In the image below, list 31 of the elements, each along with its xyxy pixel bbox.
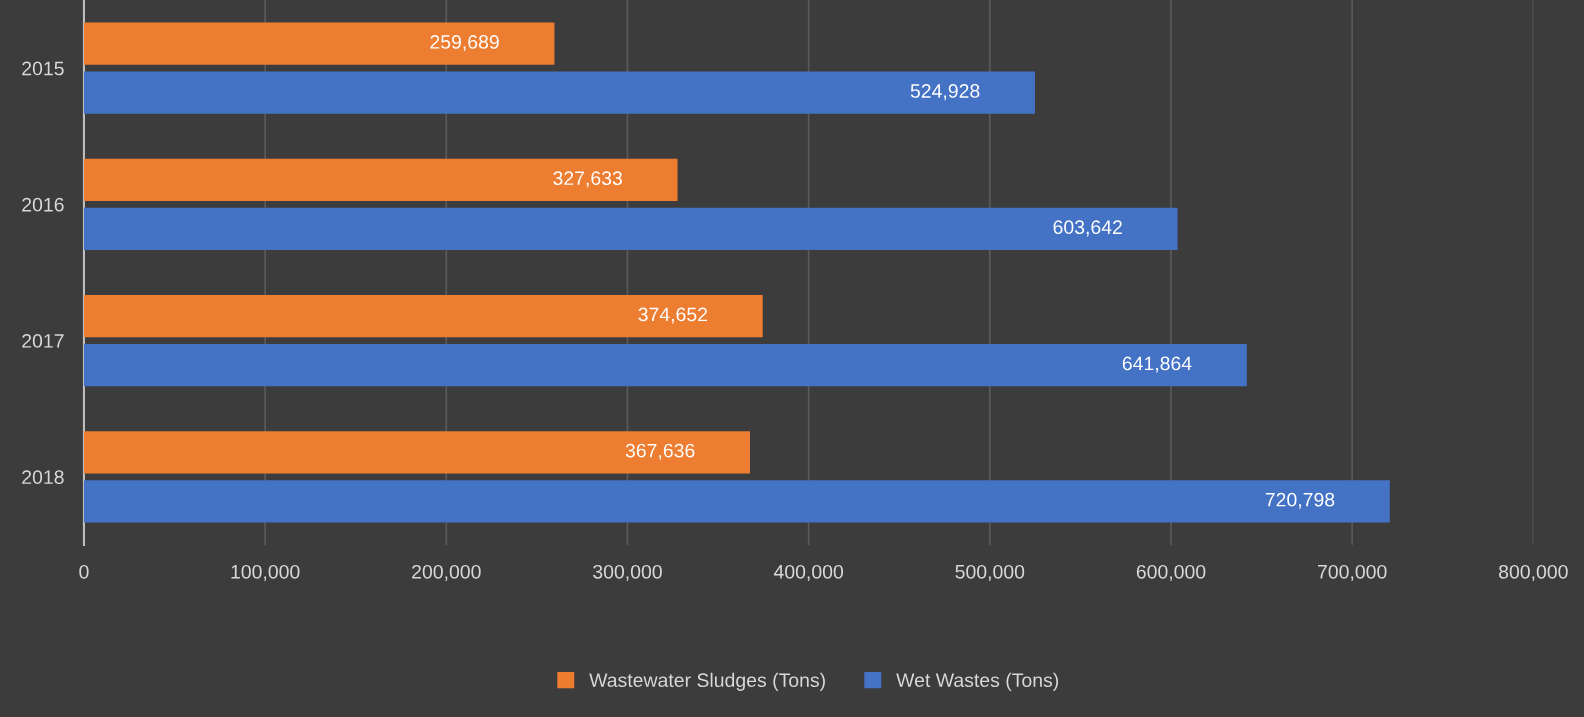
y-tick-label: 2016 xyxy=(22,197,64,212)
data-label: 327,633 xyxy=(553,171,622,188)
bar xyxy=(83,71,1035,114)
data-label: 720,798 xyxy=(1265,492,1335,509)
bar xyxy=(83,480,1390,523)
x-tick-label: 200,000 xyxy=(412,564,481,581)
y-tick-label: 2018 xyxy=(22,470,64,485)
x-tick-label: 500,000 xyxy=(955,564,1025,581)
data-label: 524,928 xyxy=(910,84,980,101)
bar xyxy=(83,158,678,201)
bar xyxy=(83,294,763,338)
legend-label: Wet Wastes (Tons) xyxy=(896,672,1059,691)
data-label: 259,689 xyxy=(430,35,499,52)
bar xyxy=(83,431,750,474)
legend-label: Wastewater Sludges (Tons) xyxy=(589,672,825,691)
x-tick-label: 700,000 xyxy=(1318,564,1387,581)
bar xyxy=(83,22,555,65)
bar xyxy=(83,207,1178,250)
bar xyxy=(83,343,1247,387)
data-label: 603,642 xyxy=(1053,220,1122,237)
x-tick-label: 800,000 xyxy=(1499,564,1568,581)
data-label: 374,652 xyxy=(638,307,708,324)
data-label: 641,864 xyxy=(1122,356,1192,373)
x-tick-label: 400,000 xyxy=(773,564,844,581)
x-tick-label: 0 xyxy=(79,564,89,579)
x-tick-label: 600,000 xyxy=(1136,564,1206,581)
y-tick-label: 2017 xyxy=(22,334,64,348)
x-tick-label: 100,000 xyxy=(231,564,300,581)
x-tick-label: 300,000 xyxy=(593,564,662,581)
y-tick-label: 2015 xyxy=(22,61,64,76)
data-label: 367,636 xyxy=(625,443,695,460)
